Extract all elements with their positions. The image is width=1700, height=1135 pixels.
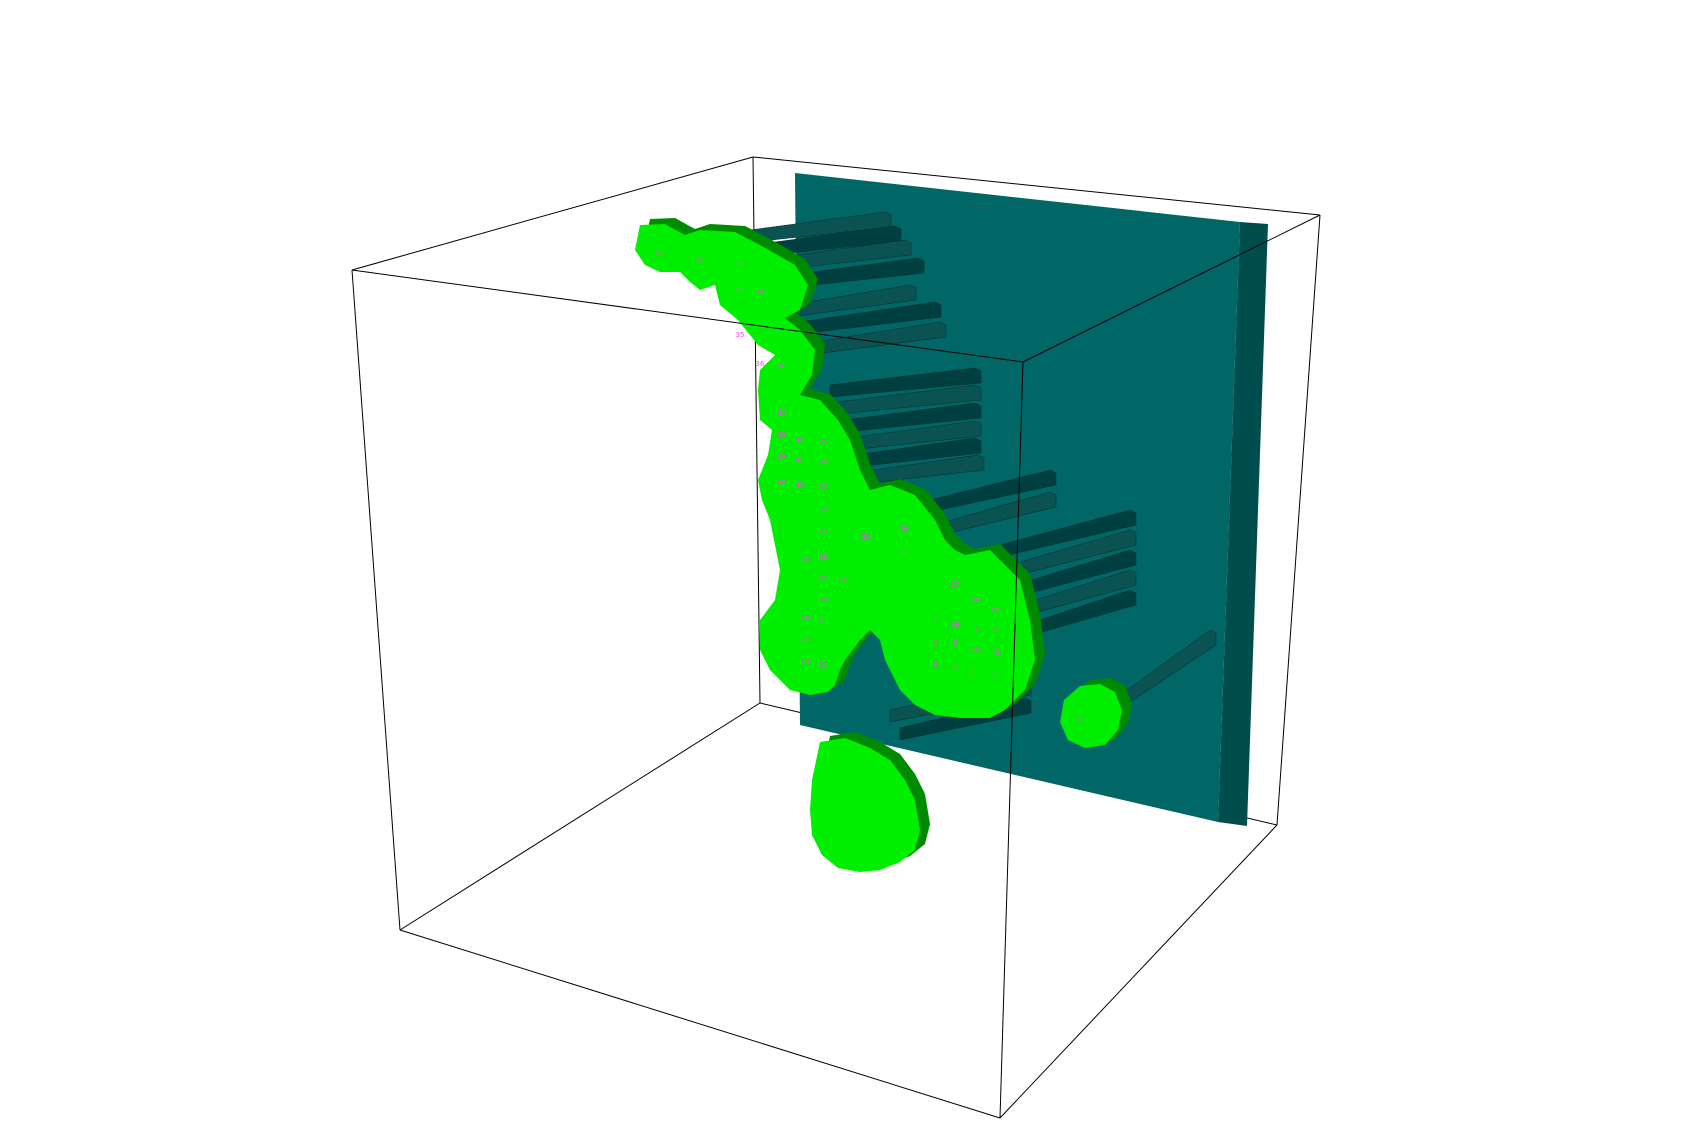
node-label: 39 [951, 621, 960, 629]
node-label: 28 [778, 431, 787, 439]
node-label: 2 [933, 639, 937, 647]
node-label: 18 [801, 556, 810, 564]
node-label: 23 [862, 533, 871, 541]
node-label: 30 [696, 256, 705, 264]
node-label: 41 [819, 616, 828, 624]
node-label: 11 [819, 661, 828, 669]
node-label: 5 [953, 664, 957, 672]
node-label: 16 [991, 606, 1000, 614]
node-label: 8 [953, 639, 957, 647]
node-label: 0 [1078, 716, 1082, 724]
node-label: 29 [899, 525, 908, 533]
node-label: 13 [819, 553, 828, 561]
node-label: 45 [796, 481, 805, 489]
blob [635, 224, 1035, 718]
node-label: 25 [819, 438, 828, 446]
node-label: 6 [993, 626, 998, 634]
node-label: 37 [778, 409, 787, 417]
node-label: 3 [973, 626, 977, 634]
blob [810, 738, 920, 872]
node-label: 4 [993, 671, 998, 679]
node-label: 15 [736, 260, 745, 268]
node-label: 27 [819, 483, 828, 491]
node-label: 36 [756, 360, 765, 368]
node-label: 9 [933, 661, 937, 669]
node-label: 32 [819, 506, 828, 514]
back-plate-side [1218, 222, 1268, 826]
node-label: 33 [736, 286, 745, 294]
node-label: 19 [801, 658, 810, 666]
node-label: 17 [951, 581, 960, 589]
node-label: 24 [776, 362, 785, 370]
node-label: 43 [991, 649, 1000, 657]
node-label: 47 [778, 453, 787, 461]
node-label: 42 [819, 574, 828, 582]
node-label: 1 [973, 668, 977, 676]
node-label: 55 [656, 250, 665, 258]
node-label: 46 [796, 436, 805, 444]
node-label: 34 [756, 288, 765, 296]
node-label: 12 [819, 528, 828, 536]
node-label: 22 [801, 636, 810, 644]
bounding-box-front-edges [351, 214, 1321, 1119]
node-label: 35 [736, 331, 745, 339]
node-label: 20 [819, 596, 828, 604]
node-label: 40 [796, 456, 805, 464]
node-label: 14 [801, 614, 810, 622]
node-label: 48 [971, 596, 980, 604]
node-label: 26 [819, 458, 828, 466]
green-blobs [635, 218, 1132, 872]
node-label: 31 [899, 548, 908, 556]
node-label: 10 [971, 646, 980, 654]
node-label: 7 [933, 616, 937, 624]
node-label: 44 [778, 478, 787, 486]
blob [1060, 684, 1122, 748]
node-label: 21 [838, 576, 847, 584]
